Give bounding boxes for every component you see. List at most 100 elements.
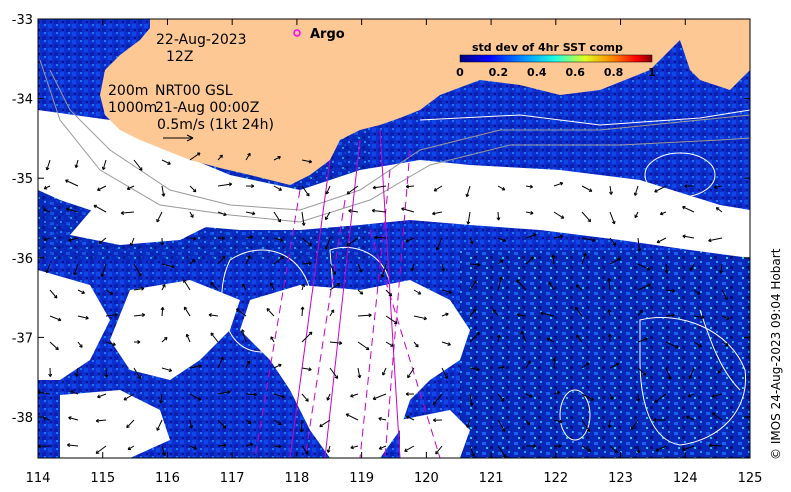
velocity-arrow bbox=[74, 367, 79, 377]
velocity-arrow bbox=[407, 367, 415, 379]
velocity-arrow bbox=[653, 418, 667, 422]
velocity-arrow bbox=[301, 445, 309, 455]
velocity-arrow bbox=[708, 443, 723, 448]
velocity-arrow bbox=[189, 393, 202, 401]
velocity-arrow bbox=[245, 419, 252, 424]
velocity-arrow bbox=[637, 367, 647, 376]
velocity-arrow bbox=[245, 184, 255, 189]
velocity-arrow bbox=[270, 336, 275, 343]
velocity-arrow bbox=[469, 262, 481, 267]
velocity-arrow bbox=[273, 211, 282, 223]
velocity-arrow bbox=[242, 283, 247, 291]
date-label: 22-Aug-2023 bbox=[156, 32, 247, 48]
x-tick-label: 121 bbox=[479, 471, 504, 486]
velocity-arrow bbox=[497, 419, 506, 432]
velocity-arrow bbox=[273, 155, 281, 161]
velocity-arrow bbox=[266, 308, 275, 317]
velocity-arrow bbox=[540, 311, 555, 317]
velocity-arrow bbox=[432, 393, 443, 406]
colorbar-tick-label: 0.6 bbox=[565, 66, 585, 79]
velocity-arrow bbox=[435, 237, 443, 251]
velocity-arrow bbox=[133, 340, 141, 344]
velocity-arrow bbox=[97, 393, 107, 399]
colorbar-tick-label: 0.8 bbox=[604, 66, 624, 79]
velocity-arrow bbox=[496, 211, 501, 221]
velocity-arrow bbox=[133, 313, 146, 317]
velocity-arrow bbox=[210, 332, 219, 343]
velocity-arrow bbox=[435, 445, 443, 455]
velocity-arrow bbox=[329, 263, 337, 275]
velocity-arrow bbox=[497, 365, 505, 370]
velocity-arrow bbox=[68, 416, 79, 421]
velocity-arrow bbox=[466, 211, 471, 225]
velocity-arrow bbox=[656, 237, 667, 244]
velocity-arrow bbox=[43, 208, 51, 213]
velocity-arrow bbox=[74, 159, 79, 169]
velocity-arrow bbox=[65, 179, 79, 187]
x-tick-label: 115 bbox=[90, 471, 115, 486]
velocity-arrow bbox=[301, 237, 312, 246]
velocity-arrow bbox=[682, 445, 695, 452]
velocity-arrow bbox=[357, 313, 372, 318]
cloud-mask bbox=[38, 110, 750, 458]
y-tick-label: -35 bbox=[12, 172, 33, 187]
argo-marker-icon bbox=[293, 29, 301, 37]
velocity-arrow bbox=[441, 289, 452, 294]
velocity-arrow bbox=[469, 331, 481, 343]
velocity-arrow bbox=[235, 308, 247, 317]
velocity-arrow bbox=[273, 185, 282, 191]
velocity-arrow bbox=[70, 390, 79, 395]
velocity-arrow bbox=[161, 263, 175, 269]
velocity-arrow bbox=[93, 204, 107, 213]
velocity-arrow bbox=[719, 263, 724, 274]
velocity-arrow bbox=[469, 237, 474, 245]
velocity-arrow bbox=[217, 182, 233, 187]
velocity-arrow bbox=[183, 279, 191, 291]
velocity-arrow bbox=[350, 445, 359, 450]
velocity-arrow bbox=[374, 235, 387, 240]
velocity-arrow bbox=[636, 445, 641, 454]
velocity-arrow bbox=[68, 237, 79, 242]
isobath-1000-label: 1000m bbox=[108, 100, 157, 116]
velocity-arrow bbox=[609, 445, 618, 454]
velocity-arrow bbox=[496, 334, 501, 343]
isobath-200-label: 200m bbox=[108, 83, 148, 99]
velocity-arrow bbox=[66, 443, 79, 448]
velocity-arrow bbox=[105, 312, 118, 317]
velocity-arrow bbox=[129, 237, 135, 247]
contour-lines bbox=[221, 109, 750, 446]
velocity-arrow bbox=[497, 276, 503, 291]
velocity-arrow bbox=[42, 416, 51, 421]
velocity-arrow bbox=[49, 315, 62, 322]
velocity-arrow bbox=[45, 263, 51, 274]
velocity-arrow bbox=[371, 208, 387, 213]
y-tick-label: -38 bbox=[12, 411, 33, 426]
velocity-arrow bbox=[100, 263, 107, 278]
velocity-arrow bbox=[441, 312, 449, 317]
velocity-arrow bbox=[350, 393, 359, 398]
velocity-arrow bbox=[637, 309, 643, 317]
velocity-arrow bbox=[404, 445, 415, 452]
velocity-arrow bbox=[637, 237, 642, 252]
velocity-arrow bbox=[357, 341, 370, 351]
velocity-arrow bbox=[133, 159, 143, 171]
velocity-arrow bbox=[161, 445, 166, 456]
velocity-arrow bbox=[301, 393, 309, 402]
velocity-arrow bbox=[156, 211, 163, 223]
velocity-arrow bbox=[581, 252, 587, 265]
velocity-arrow bbox=[273, 256, 285, 265]
velocity-arrow bbox=[609, 211, 616, 225]
velocity-arrow bbox=[217, 419, 227, 429]
velocity-arrow bbox=[189, 419, 194, 429]
velocity-arrow bbox=[609, 257, 621, 265]
velocity-arrow bbox=[49, 289, 58, 299]
velocity-arrow bbox=[575, 284, 583, 291]
velocity-arrow bbox=[346, 237, 359, 247]
velocity-arrow bbox=[357, 263, 363, 273]
velocity-arrow bbox=[713, 185, 723, 189]
velocity-arrow bbox=[469, 367, 480, 372]
velocity-arrow bbox=[217, 443, 227, 448]
velocity-arrow bbox=[654, 185, 667, 193]
velocity-arrow bbox=[708, 237, 723, 243]
nrt-time-label: 21-Aug 00:00Z bbox=[155, 100, 259, 116]
